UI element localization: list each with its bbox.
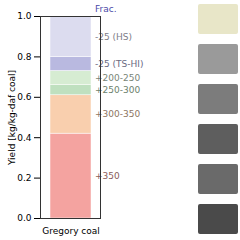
svg-text:-25 (TS-HI): -25 (TS-HI) [95,59,143,69]
svg-text:+350: +350 [95,171,120,181]
svg-text:1.0: 1.0 [17,11,32,21]
svg-text:0.2: 0.2 [17,173,31,183]
svg-text:+250-300: +250-300 [95,85,140,95]
svg-text:0.4: 0.4 [17,133,32,143]
svg-text:-25 (HS): -25 (HS) [95,31,133,42]
svg-text:Frac.: Frac. [95,4,117,14]
svg-text:0.0: 0.0 [17,213,32,223]
svg-text:Gregory coal: Gregory coal [42,226,100,236]
svg-text:+300-350: +300-350 [95,109,140,119]
svg-text:+200-250: +200-250 [95,73,140,83]
svg-text:Yield [kg/kg-daf coal]: Yield [kg/kg-daf coal] [7,70,17,166]
svg-text:0.8: 0.8 [17,52,32,62]
svg-text:0.6: 0.6 [17,92,32,102]
